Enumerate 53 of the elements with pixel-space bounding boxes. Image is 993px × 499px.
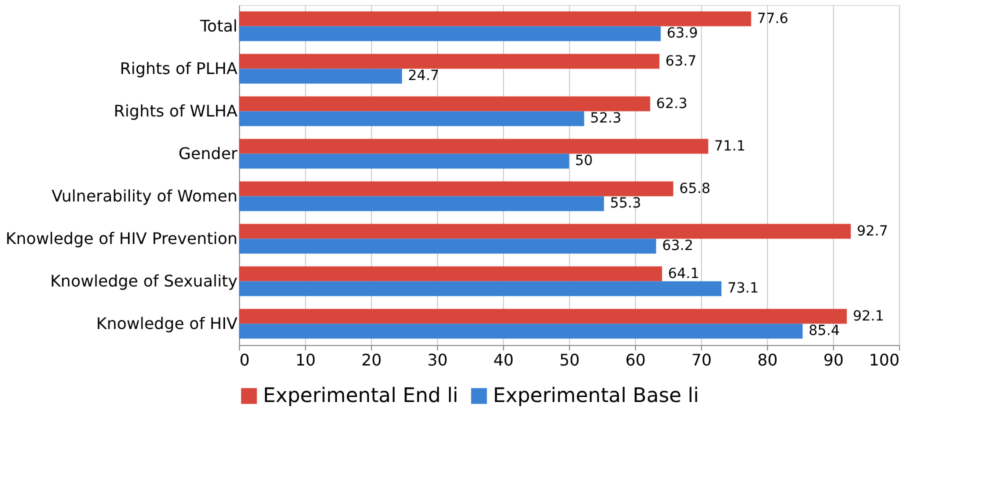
y-tick-label: Knowledge of Sexuality [50,271,238,290]
data-label: 77.6 [757,10,788,27]
bar [239,308,847,324]
x-tick-label: 0 [240,350,250,370]
data-label: 92.1 [852,308,884,324]
y-tick-label: Rights of PLHA [120,58,238,78]
data-label: 71.1 [714,138,746,154]
data-label: 63.9 [666,26,698,42]
legend-label: Experimental Base li [493,383,699,407]
bar [239,154,569,169]
data-label: 50 [575,153,593,170]
y-tick-label: Gender [178,144,238,163]
bar [239,26,661,42]
x-tick-label: 70 [691,350,712,370]
x-tick-label: 30 [427,350,448,370]
data-label: 63.7 [665,53,697,70]
data-label: 55.3 [610,196,642,212]
bar [239,54,660,69]
bar [239,281,722,296]
x-tick-label: 20 [361,350,382,370]
data-label: 52.3 [590,110,622,127]
y-tick-label: Rights of WLHA [114,101,238,120]
bar [239,266,662,282]
bar [239,224,851,239]
data-label: 65.8 [679,180,710,197]
bar [239,196,604,212]
data-label: 73.1 [727,280,759,297]
bar [239,68,402,84]
data-label: 64.1 [668,266,700,282]
bar [239,181,674,196]
data-label: 92.7 [856,223,888,240]
x-tick-label: 60 [625,350,646,370]
x-tick-label: 80 [757,350,778,370]
bar [239,324,803,339]
bar [239,96,650,112]
y-tick-label: Vulnerability of Women [52,186,238,206]
bar [239,111,584,126]
data-label: 24.7 [408,68,440,84]
data-label: 62.3 [656,96,688,112]
x-tick-label: 40 [493,350,514,370]
bar [239,138,708,154]
bar [239,238,656,254]
y-tick-label: Knowledge of HIV [96,314,238,333]
y-tick-label: Total [199,16,238,36]
x-tick-label: 100 [868,350,900,370]
data-label: 63.2 [662,238,694,254]
x-tick-label: 50 [559,350,580,370]
x-tick-label: 90 [823,350,844,370]
data-label: 85.4 [808,323,840,340]
y-tick-label: Knowledge of HIV Prevention [6,228,238,248]
x-tick-label: 10 [295,350,316,370]
legend-label: Experimental End li [263,383,458,407]
bar [239,11,752,26]
